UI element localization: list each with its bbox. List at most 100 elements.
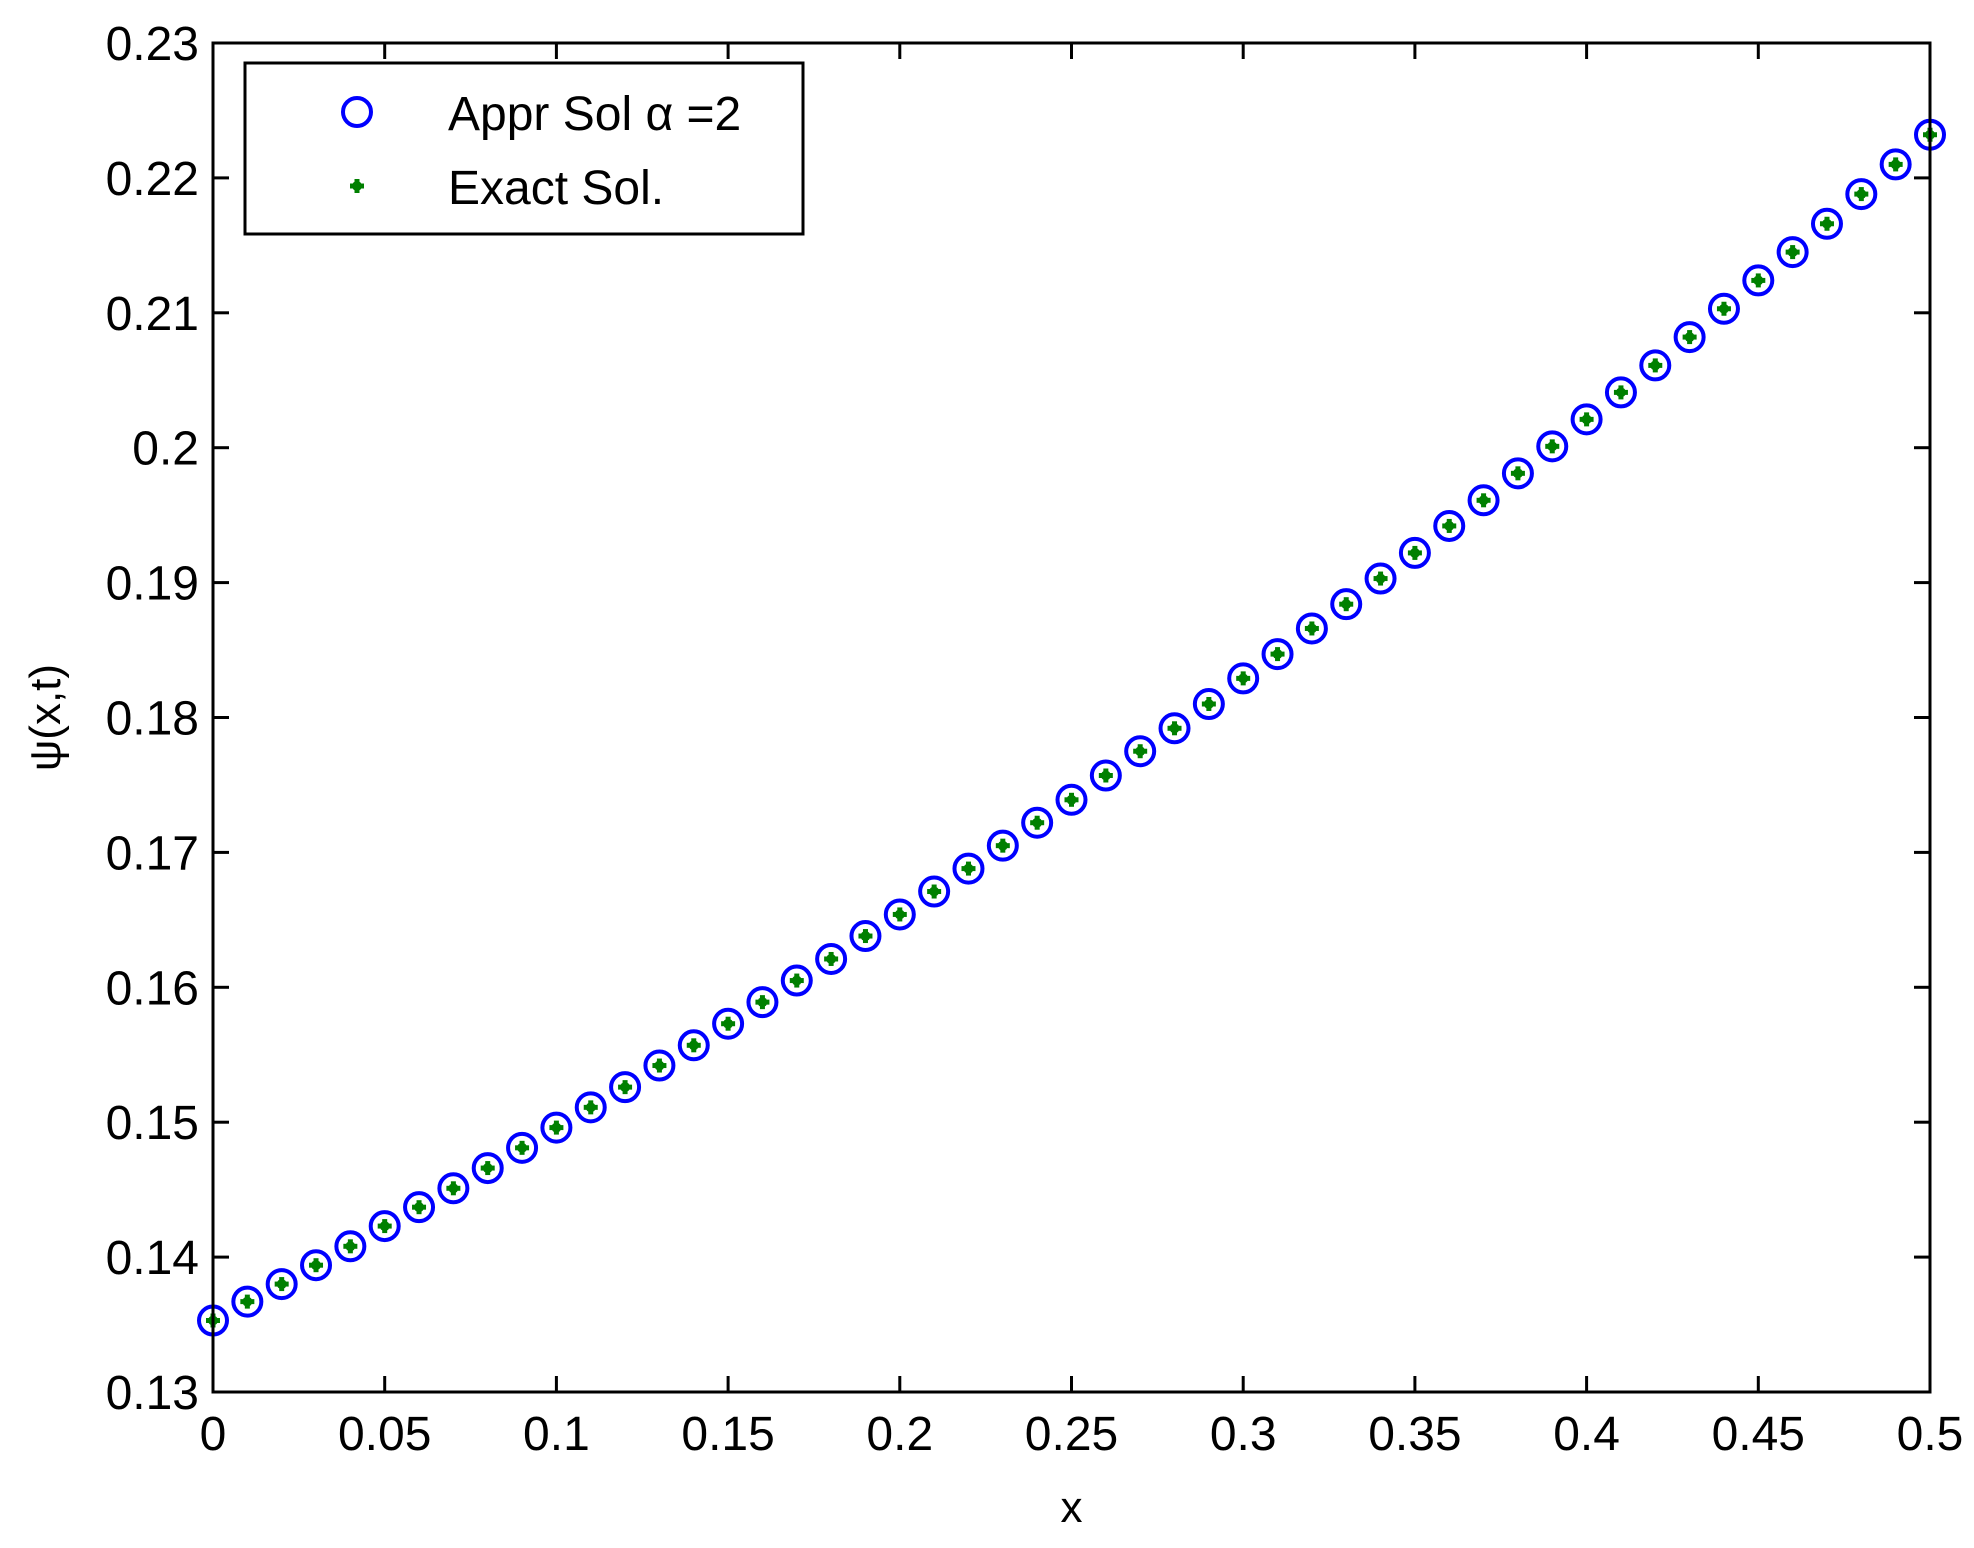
series-approx [197, 118, 1946, 1337]
data-point-exact [1098, 768, 1113, 783]
data-point-exact [1716, 301, 1731, 316]
data-point-approx [1707, 292, 1740, 325]
ticks-layer: 0 0.05 0.1 0.15 0.2 0.25 0.3 0.35 0.4 0.45 0.5 0.13… [106, 18, 1964, 1461]
data-point-exact [1785, 245, 1800, 260]
data-point-exact [583, 1100, 598, 1115]
data-point-exact [1888, 157, 1903, 172]
legend-marker-exact [350, 179, 364, 193]
legend-label-approx: Appr Sol α =2 [448, 88, 741, 141]
data-point-approx [643, 1049, 676, 1082]
data-point-exact [755, 995, 770, 1010]
data-point-approx [1776, 236, 1809, 269]
data-point-approx [1536, 430, 1569, 463]
data-point-approx [471, 1152, 504, 1185]
legend-marker-circle [341, 96, 373, 128]
legend: Appr Sol α =2 Exact Sol. [243, 61, 805, 236]
data-point-approx [746, 986, 779, 1019]
data-point-exact [1442, 518, 1457, 533]
data-point-approx [1089, 759, 1122, 792]
data-point-approx [403, 1191, 436, 1224]
x-tick-label: 0.3 [1210, 1408, 1277, 1461]
data-point-exact [1682, 330, 1697, 345]
x-tick-label: 0.05 [338, 1408, 431, 1461]
data-point-exact [549, 1120, 564, 1135]
data-point-exact [1304, 621, 1319, 636]
data-point-approx [1467, 484, 1500, 517]
y-axis-label: ψ(x,t) [21, 664, 70, 771]
data-point-approx [1021, 806, 1054, 839]
y-tick-label: 0.22 [106, 153, 199, 206]
data-point-exact [961, 861, 976, 876]
data-point-approx [1227, 662, 1260, 695]
data-point-exact [1167, 721, 1182, 736]
plot-area [213, 43, 1930, 1392]
data-point-exact [1854, 187, 1869, 202]
data-point-exact [652, 1058, 667, 1073]
data-point-exact [1751, 273, 1766, 288]
data-point-exact [927, 884, 942, 899]
series-layer [197, 118, 1946, 1337]
data-point-approx [334, 1230, 367, 1263]
data-point-exact [1510, 466, 1525, 481]
data-point-approx [574, 1091, 607, 1124]
data-point-exact [1373, 571, 1388, 586]
y-tick-label: 0.23 [106, 18, 199, 71]
data-point-exact [343, 1239, 358, 1254]
y-tick-label: 0.16 [106, 962, 199, 1015]
legend-marker-approx [341, 96, 373, 128]
data-point-approx [1261, 638, 1294, 671]
data-point-approx [1845, 178, 1878, 211]
data-point-approx [780, 964, 813, 997]
data-point-approx [1330, 588, 1363, 621]
y-tick-label: 0.13 [106, 1367, 199, 1420]
data-point-approx [1055, 783, 1088, 816]
data-point-exact [1579, 412, 1594, 427]
x-tick-label: 0.2 [866, 1408, 933, 1461]
data-point-approx [712, 1007, 745, 1040]
y-tick-label: 0.18 [106, 693, 199, 746]
x-tick-label: 0.35 [1368, 1408, 1461, 1461]
data-point-exact [1476, 493, 1491, 508]
x-tick-label: 0.5 [1897, 1408, 1964, 1461]
data-point-exact [789, 973, 804, 988]
y-tick-label: 0.14 [106, 1232, 199, 1285]
data-point-exact [1201, 697, 1216, 712]
y-tick-label: 0.19 [106, 558, 199, 611]
data-point-approx [677, 1029, 710, 1062]
x-tick-label: 0 [200, 1408, 227, 1461]
data-point-approx [1433, 509, 1466, 542]
data-point-approx [1398, 536, 1431, 569]
data-point-exact [1819, 216, 1834, 231]
data-point-exact [892, 907, 907, 922]
y-tick-label: 0.21 [106, 288, 199, 341]
data-point-exact [1407, 545, 1422, 560]
data-point-exact [686, 1038, 701, 1053]
data-point-exact [515, 1140, 530, 1155]
x-tick-label: 0.15 [681, 1408, 774, 1461]
data-point-approx [609, 1071, 642, 1104]
data-point-approx [1295, 612, 1328, 645]
data-point-approx [815, 942, 848, 975]
data-point-exact [1133, 744, 1148, 759]
data-point-approx [506, 1131, 539, 1164]
data-point-exact [1270, 647, 1285, 662]
legend-label-exact: Exact Sol. [448, 162, 664, 215]
data-point-exact [1545, 439, 1560, 454]
data-point-approx [231, 1285, 264, 1318]
data-point-approx [952, 852, 985, 885]
data-point-approx [368, 1210, 401, 1243]
data-point-approx [1124, 735, 1157, 768]
y-tick-label: 0.17 [106, 827, 199, 880]
data-point-exact [377, 1219, 392, 1234]
legend-box [243, 61, 805, 236]
data-point-approx [849, 920, 882, 953]
y-tick-label: 0.2 [132, 423, 199, 476]
data-point-exact [618, 1080, 633, 1095]
data-point-approx [1501, 457, 1534, 490]
data-point-approx [265, 1268, 298, 1301]
data-point-approx [1570, 403, 1603, 436]
data-point-exact [858, 929, 873, 944]
data-point-approx [883, 898, 916, 931]
x-tick-label: 0.45 [1712, 1408, 1805, 1461]
